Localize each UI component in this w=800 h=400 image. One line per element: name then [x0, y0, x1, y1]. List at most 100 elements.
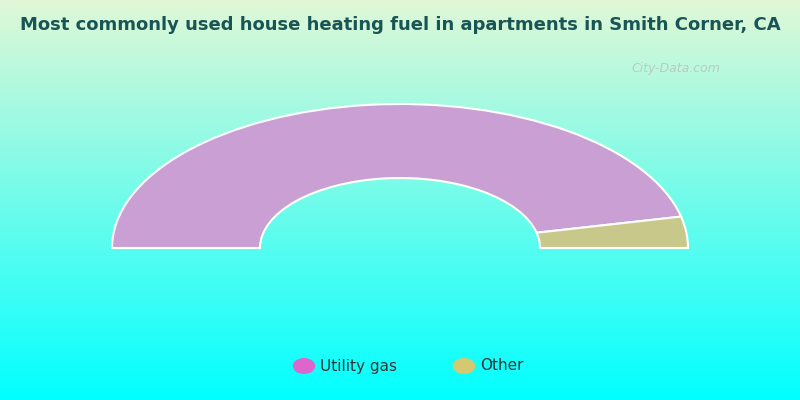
Bar [0, 191, 800, 192]
Bar [0, 284, 800, 285]
Bar [0, 112, 800, 113]
Bar [0, 69, 800, 71]
Bar [0, 153, 800, 155]
Bar [0, 161, 800, 163]
Bar [0, 229, 800, 231]
Bar [0, 168, 800, 169]
Bar [0, 392, 800, 393]
Bar [0, 68, 800, 69]
Wedge shape [112, 104, 681, 248]
Bar [0, 297, 800, 299]
Bar [0, 31, 800, 32]
Bar [0, 176, 800, 177]
Bar [0, 367, 800, 368]
Bar [0, 116, 800, 117]
Bar [0, 387, 800, 388]
Bar [0, 135, 800, 136]
Bar [0, 295, 800, 296]
Bar [0, 145, 800, 147]
Bar [0, 273, 800, 275]
Bar [0, 179, 800, 180]
Bar [0, 49, 800, 51]
Bar [0, 56, 800, 57]
Bar [0, 228, 800, 229]
Bar [0, 244, 800, 245]
Bar [0, 227, 800, 228]
Bar [0, 345, 800, 347]
Bar [0, 28, 800, 29]
Bar [0, 19, 800, 20]
Bar [0, 328, 800, 329]
Bar [0, 100, 800, 101]
Bar [0, 108, 800, 109]
Bar [0, 233, 800, 235]
Bar [0, 383, 800, 384]
Bar [0, 359, 800, 360]
Bar [0, 29, 800, 31]
Bar [0, 115, 800, 116]
Bar [0, 205, 800, 207]
Text: City-Data.com: City-Data.com [631, 62, 721, 75]
Bar [0, 20, 800, 21]
Bar [0, 83, 800, 84]
Bar [0, 308, 800, 309]
Bar [0, 377, 800, 379]
Bar [0, 0, 800, 1]
Bar [0, 385, 800, 387]
Bar [0, 257, 800, 259]
Bar [0, 332, 800, 333]
Bar [0, 268, 800, 269]
Bar [0, 99, 800, 100]
Bar [0, 380, 800, 381]
Bar [0, 280, 800, 281]
Bar [0, 111, 800, 112]
Bar [0, 281, 800, 283]
Bar [0, 123, 800, 124]
Bar [0, 97, 800, 99]
Bar [0, 293, 800, 295]
Bar [0, 171, 800, 172]
Bar [0, 355, 800, 356]
Bar [0, 13, 800, 15]
Bar [0, 197, 800, 199]
Bar [0, 7, 800, 8]
Bar [0, 271, 800, 272]
Bar [0, 129, 800, 131]
Bar [0, 144, 800, 145]
Bar [0, 225, 800, 227]
Bar [0, 296, 800, 297]
Bar [0, 3, 800, 4]
Bar [0, 181, 800, 183]
Bar [0, 353, 800, 355]
Bar [0, 136, 800, 137]
Bar [0, 288, 800, 289]
Bar [0, 304, 800, 305]
Bar [0, 11, 800, 12]
Bar [0, 128, 800, 129]
Bar [0, 319, 800, 320]
Bar [0, 151, 800, 152]
Ellipse shape [293, 358, 315, 374]
Bar [0, 127, 800, 128]
Bar [0, 299, 800, 300]
Bar [0, 204, 800, 205]
Bar [0, 379, 800, 380]
Bar [0, 175, 800, 176]
Bar [0, 96, 800, 97]
Bar [0, 73, 800, 75]
Bar [0, 360, 800, 361]
Ellipse shape [453, 358, 475, 374]
Bar [0, 187, 800, 188]
Bar [0, 172, 800, 173]
Bar [0, 109, 800, 111]
Bar [0, 223, 800, 224]
Bar [0, 371, 800, 372]
Bar [0, 113, 800, 115]
Bar [0, 37, 800, 39]
Bar [0, 81, 800, 83]
Bar [0, 348, 800, 349]
Bar [0, 180, 800, 181]
Bar [0, 388, 800, 389]
Bar [0, 152, 800, 153]
Bar [0, 195, 800, 196]
